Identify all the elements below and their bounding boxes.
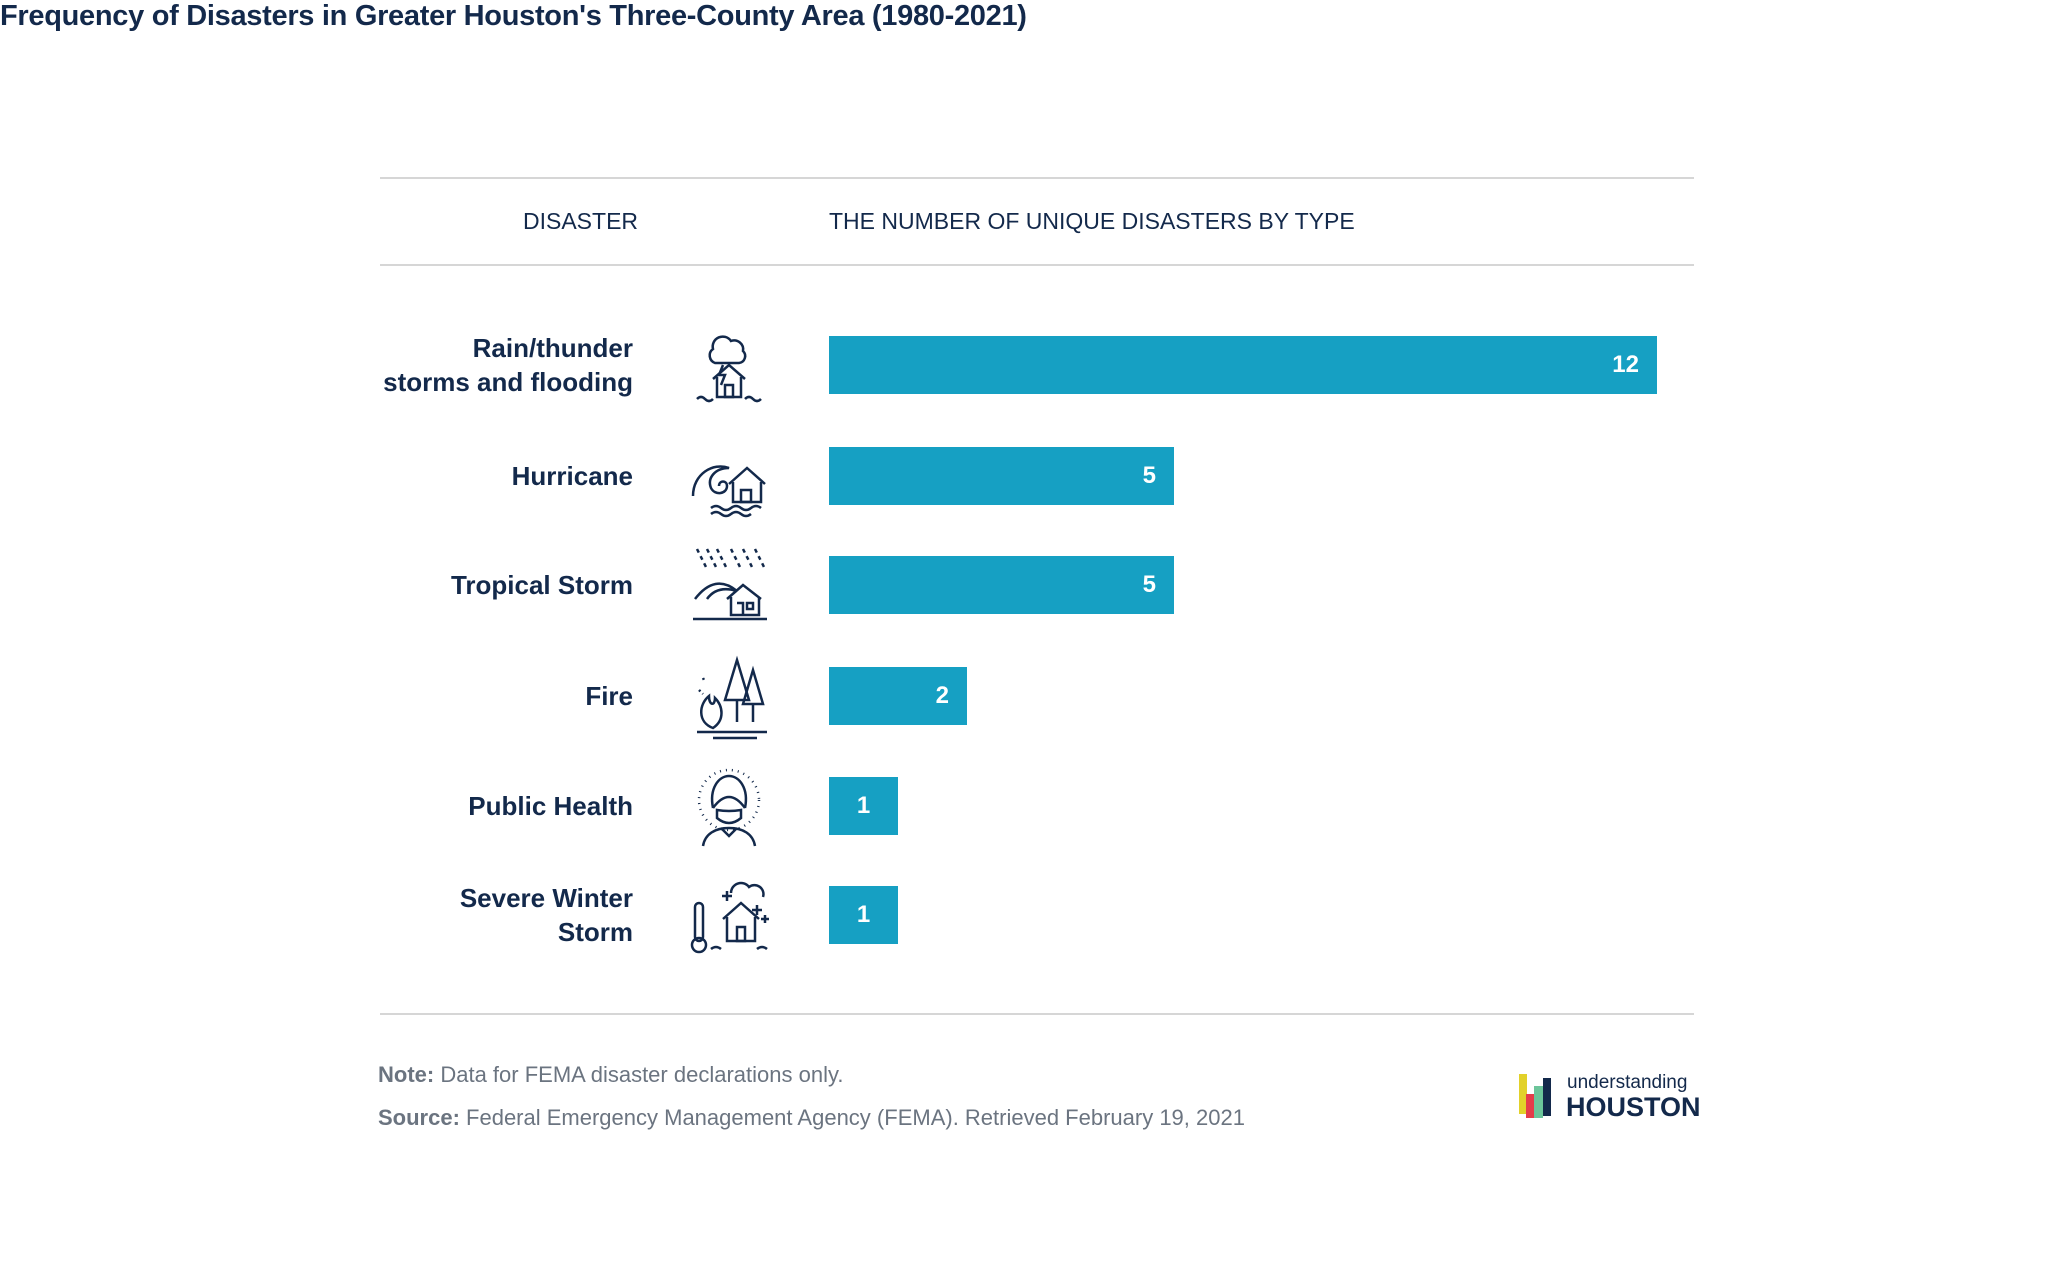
divider-bottom <box>380 1013 1694 1015</box>
forest-fire-icon <box>697 655 767 740</box>
understanding-houston-logo: understanding HOUSTON <box>1519 1072 1701 1122</box>
chart-title: Frequency of Disasters in Greater Housto… <box>0 0 1027 32</box>
category-label-line: Public Health <box>468 791 633 821</box>
category-label-line: Severe Winter <box>459 883 633 913</box>
category-label: Tropical Storm <box>333 568 633 602</box>
column-header-disaster: DISASTER <box>523 208 639 234</box>
data-label: 2 <box>935 682 949 709</box>
category-label: Severe Winter Storm <box>333 881 633 949</box>
source-label: Source: <box>378 1105 460 1130</box>
tropical-storm-house-icon <box>693 548 767 621</box>
bar: 12 <box>829 336 1657 394</box>
category-label: Rain/thunder storms and flooding <box>333 331 633 399</box>
data-label: 1 <box>856 901 871 928</box>
category-label-line: Rain/thunder <box>472 333 633 363</box>
source-text: Federal Emergency Management Agency (FEM… <box>459 1105 1245 1130</box>
bar: 1 <box>829 777 898 835</box>
data-label: 5 <box>1142 571 1156 598</box>
category-label: Public Health <box>333 789 633 823</box>
masked-person-icon <box>697 768 761 847</box>
note-text: Data for FEMA disaster declarations only… <box>434 1062 844 1087</box>
data-label: 12 <box>1612 351 1639 378</box>
source: Source: Federal Emergency Management Age… <box>378 1105 1245 1131</box>
category-label: Hurricane <box>333 459 633 493</box>
category-label-line: Hurricane <box>511 461 633 491</box>
bar: 5 <box>829 447 1174 505</box>
logo-line2: HOUSTON <box>1566 1092 1701 1122</box>
note-label: Note: <box>378 1062 435 1087</box>
bar: 2 <box>829 667 967 725</box>
hurricane-wave-house-icon <box>691 465 766 518</box>
category-label: Fire <box>333 679 633 713</box>
note: Note: Data for FEMA disaster declaration… <box>378 1062 843 1088</box>
bar: 1 <box>829 886 898 944</box>
logo-bars-icon <box>1519 1074 1551 1118</box>
divider-top <box>380 177 1694 179</box>
category-label-line: Fire <box>585 681 633 711</box>
winter-storm-thermometer-house-icon <box>690 881 769 954</box>
storm-flood-house-icon <box>696 335 762 403</box>
category-label-line: Tropical Storm <box>450 570 633 600</box>
category-label-line: storms and flooding <box>383 367 633 397</box>
data-label: 5 <box>1142 462 1156 489</box>
bar: 5 <box>829 556 1174 614</box>
logo-line1: understanding <box>1567 1072 1688 1093</box>
category-label-line: Storm <box>557 917 633 947</box>
data-label: 1 <box>856 792 871 819</box>
divider-header <box>380 264 1694 266</box>
column-header-count: THE NUMBER OF UNIQUE DISASTERS BY TYPE <box>829 208 1355 234</box>
